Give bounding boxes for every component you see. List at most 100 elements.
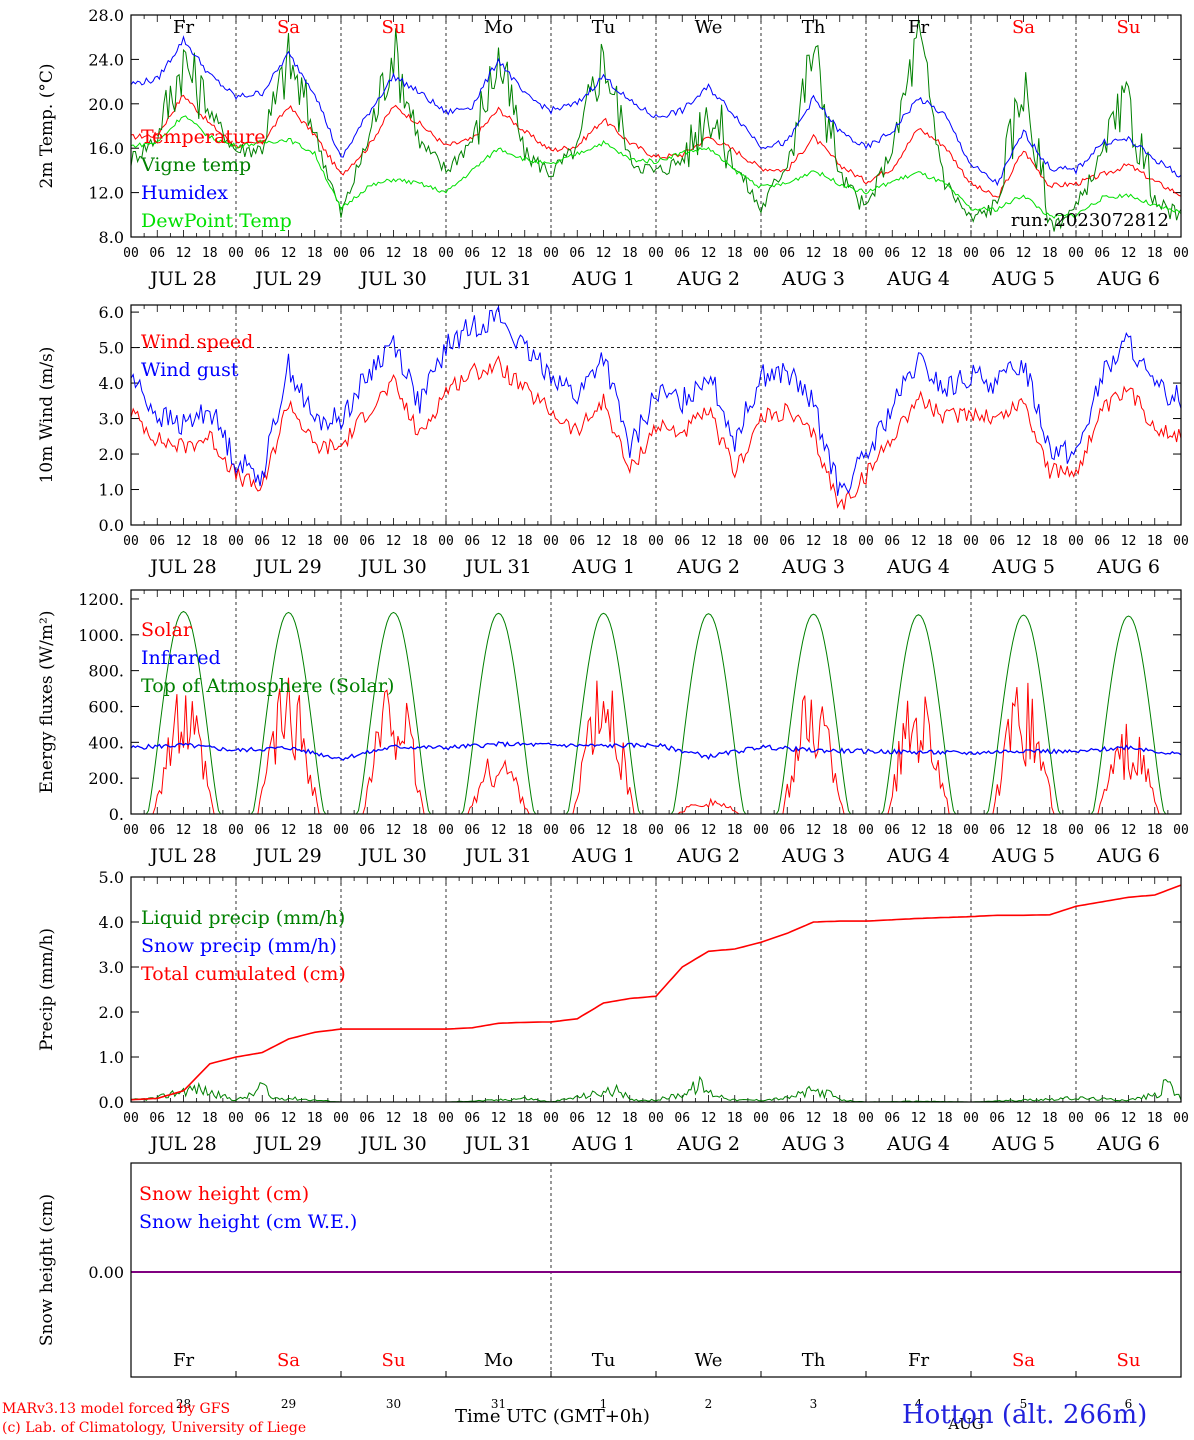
hour-tick-label: 18 [307,246,323,261]
y-tick-label: 8.0 [99,228,124,247]
y-tick-label: 0.00 [88,1263,124,1282]
hour-tick-label: 18 [622,246,638,261]
y-tick-label: 600. [88,697,124,716]
hour-tick-label: 06 [884,246,900,261]
y-tick-label: 4.0 [99,913,124,932]
model-credit: MARv3.13 model forced by GFS (c) Lab. of… [2,1400,306,1438]
date-label: JUL 31 [463,845,531,867]
day-number-label: 1 [600,1397,608,1411]
hour-tick-label: 06 [989,1111,1005,1126]
hour-tick-label: 06 [359,823,375,838]
hour-tick-label: 18 [517,246,533,261]
hour-tick-label: 12 [806,823,822,838]
hour-tick-label: 12 [386,823,402,838]
hour-tick-label: 00 [1173,534,1189,549]
hour-tick-label: 06 [989,823,1005,838]
hour-tick-label: 00 [228,534,244,549]
y-tick-label: 3.0 [99,410,124,429]
hour-tick-label: 00 [228,1111,244,1126]
date-label: JUL 31 [463,1133,531,1155]
hour-tick-label: 12 [386,246,402,261]
hour-tick-label: 00 [858,1111,874,1126]
date-label: AUG 1 [571,556,635,578]
date-label: AUG 5 [991,1133,1055,1155]
hour-tick-label: 00 [963,246,979,261]
hour-tick-label: 06 [674,246,690,261]
hour-tick-label: 12 [911,1111,927,1126]
hour-tick-label: 18 [517,534,533,549]
weekday-label: Mo [484,17,513,38]
hour-tick-label: 12 [596,534,612,549]
date-label: AUG 5 [991,845,1055,867]
hour-tick-label: 06 [149,1111,165,1126]
y-tick-label: 12.0 [88,184,124,203]
weekday-label: Mo [484,1350,513,1371]
day-number-label: 2 [705,1397,713,1411]
y-axis-label: Precip (mm/h) [37,928,57,1051]
date-label: AUG 2 [676,1133,740,1155]
hour-tick-label: 18 [1042,1111,1058,1126]
hour-tick-label: 12 [911,534,927,549]
y-tick-label: 24.0 [88,50,124,69]
hour-tick-label: 00 [543,534,559,549]
legend-entry: Humidex [141,182,228,204]
weekday-label: We [695,17,723,38]
date-label: JUL 29 [253,268,321,290]
date-label: AUG 3 [781,845,845,867]
hour-tick-label: 06 [149,823,165,838]
hour-tick-label: 00 [543,246,559,261]
series-vigne-temp [130,19,1182,232]
hour-tick-label: 00 [228,246,244,261]
hour-tick-label: 12 [1016,1111,1032,1126]
y-tick-label: 0.0 [99,516,124,535]
month-label: AUG [947,1415,983,1433]
y-tick-label: 28.0 [88,6,124,25]
day-number-label: 6 [1125,1397,1133,1411]
hour-tick-label: 00 [1173,1111,1189,1126]
hour-tick-label: 00 [333,534,349,549]
y-tick-label: 400. [88,733,124,752]
hour-tick-label: 00 [543,823,559,838]
hour-tick-label: 06 [674,1111,690,1126]
hour-tick-label: 00 [438,246,454,261]
hour-tick-label: 12 [281,534,297,549]
hour-tick-label: 00 [1068,534,1084,549]
credit-line: (c) Lab. of Climatology, University of L… [2,1420,307,1436]
series-total-cumulated [130,884,1182,1101]
date-label: AUG 6 [1096,1133,1160,1155]
hour-tick-label: 12 [386,1111,402,1126]
hour-tick-label: 00 [858,823,874,838]
hour-tick-label: 18 [727,1111,743,1126]
legend-entry: Infrared [141,647,221,669]
date-label: AUG 1 [571,1133,635,1155]
panel-4: 00 06 12 18 00 06 12 18 00 06 12 18 00 06 12 18 00 06 12 18… [37,868,1189,1155]
hour-tick-label: 12 [491,534,507,549]
legend-entry: Vigne temp [140,154,251,176]
date-label: JUL 30 [358,845,426,867]
y-tick-label: 16.0 [88,139,124,158]
hour-tick-label: 18 [832,246,848,261]
hour-tick-label: 18 [1147,823,1163,838]
hour-tick-label: 06 [779,534,795,549]
series-dewpoint-temp [130,115,1182,219]
hour-tick-label: 18 [832,534,848,549]
day-number-label: 28 [176,1397,191,1411]
y-axis-label: Energy fluxes (W/m²) [37,611,57,794]
date-label: JUL 29 [253,1133,321,1155]
hour-tick-label: 00 [438,1111,454,1126]
hour-tick-label: 00 [543,1111,559,1126]
hour-tick-label: 18 [412,534,428,549]
legend-entry: Wind gust [141,359,239,381]
hour-tick-label: 06 [359,534,375,549]
hour-tick-label: 18 [1147,1111,1163,1126]
date-label: AUG 3 [781,556,845,578]
hour-tick-label: 12 [1016,534,1032,549]
plot-frame [130,304,1182,526]
hour-tick-label: 06 [989,246,1005,261]
date-label: AUG 5 [991,268,1055,290]
hour-tick-label: 18 [622,823,638,838]
hour-tick-label: 12 [806,1111,822,1126]
hour-tick-label: 12 [1121,246,1137,261]
hour-tick-label: 00 [333,823,349,838]
plot-frame [130,14,1182,238]
